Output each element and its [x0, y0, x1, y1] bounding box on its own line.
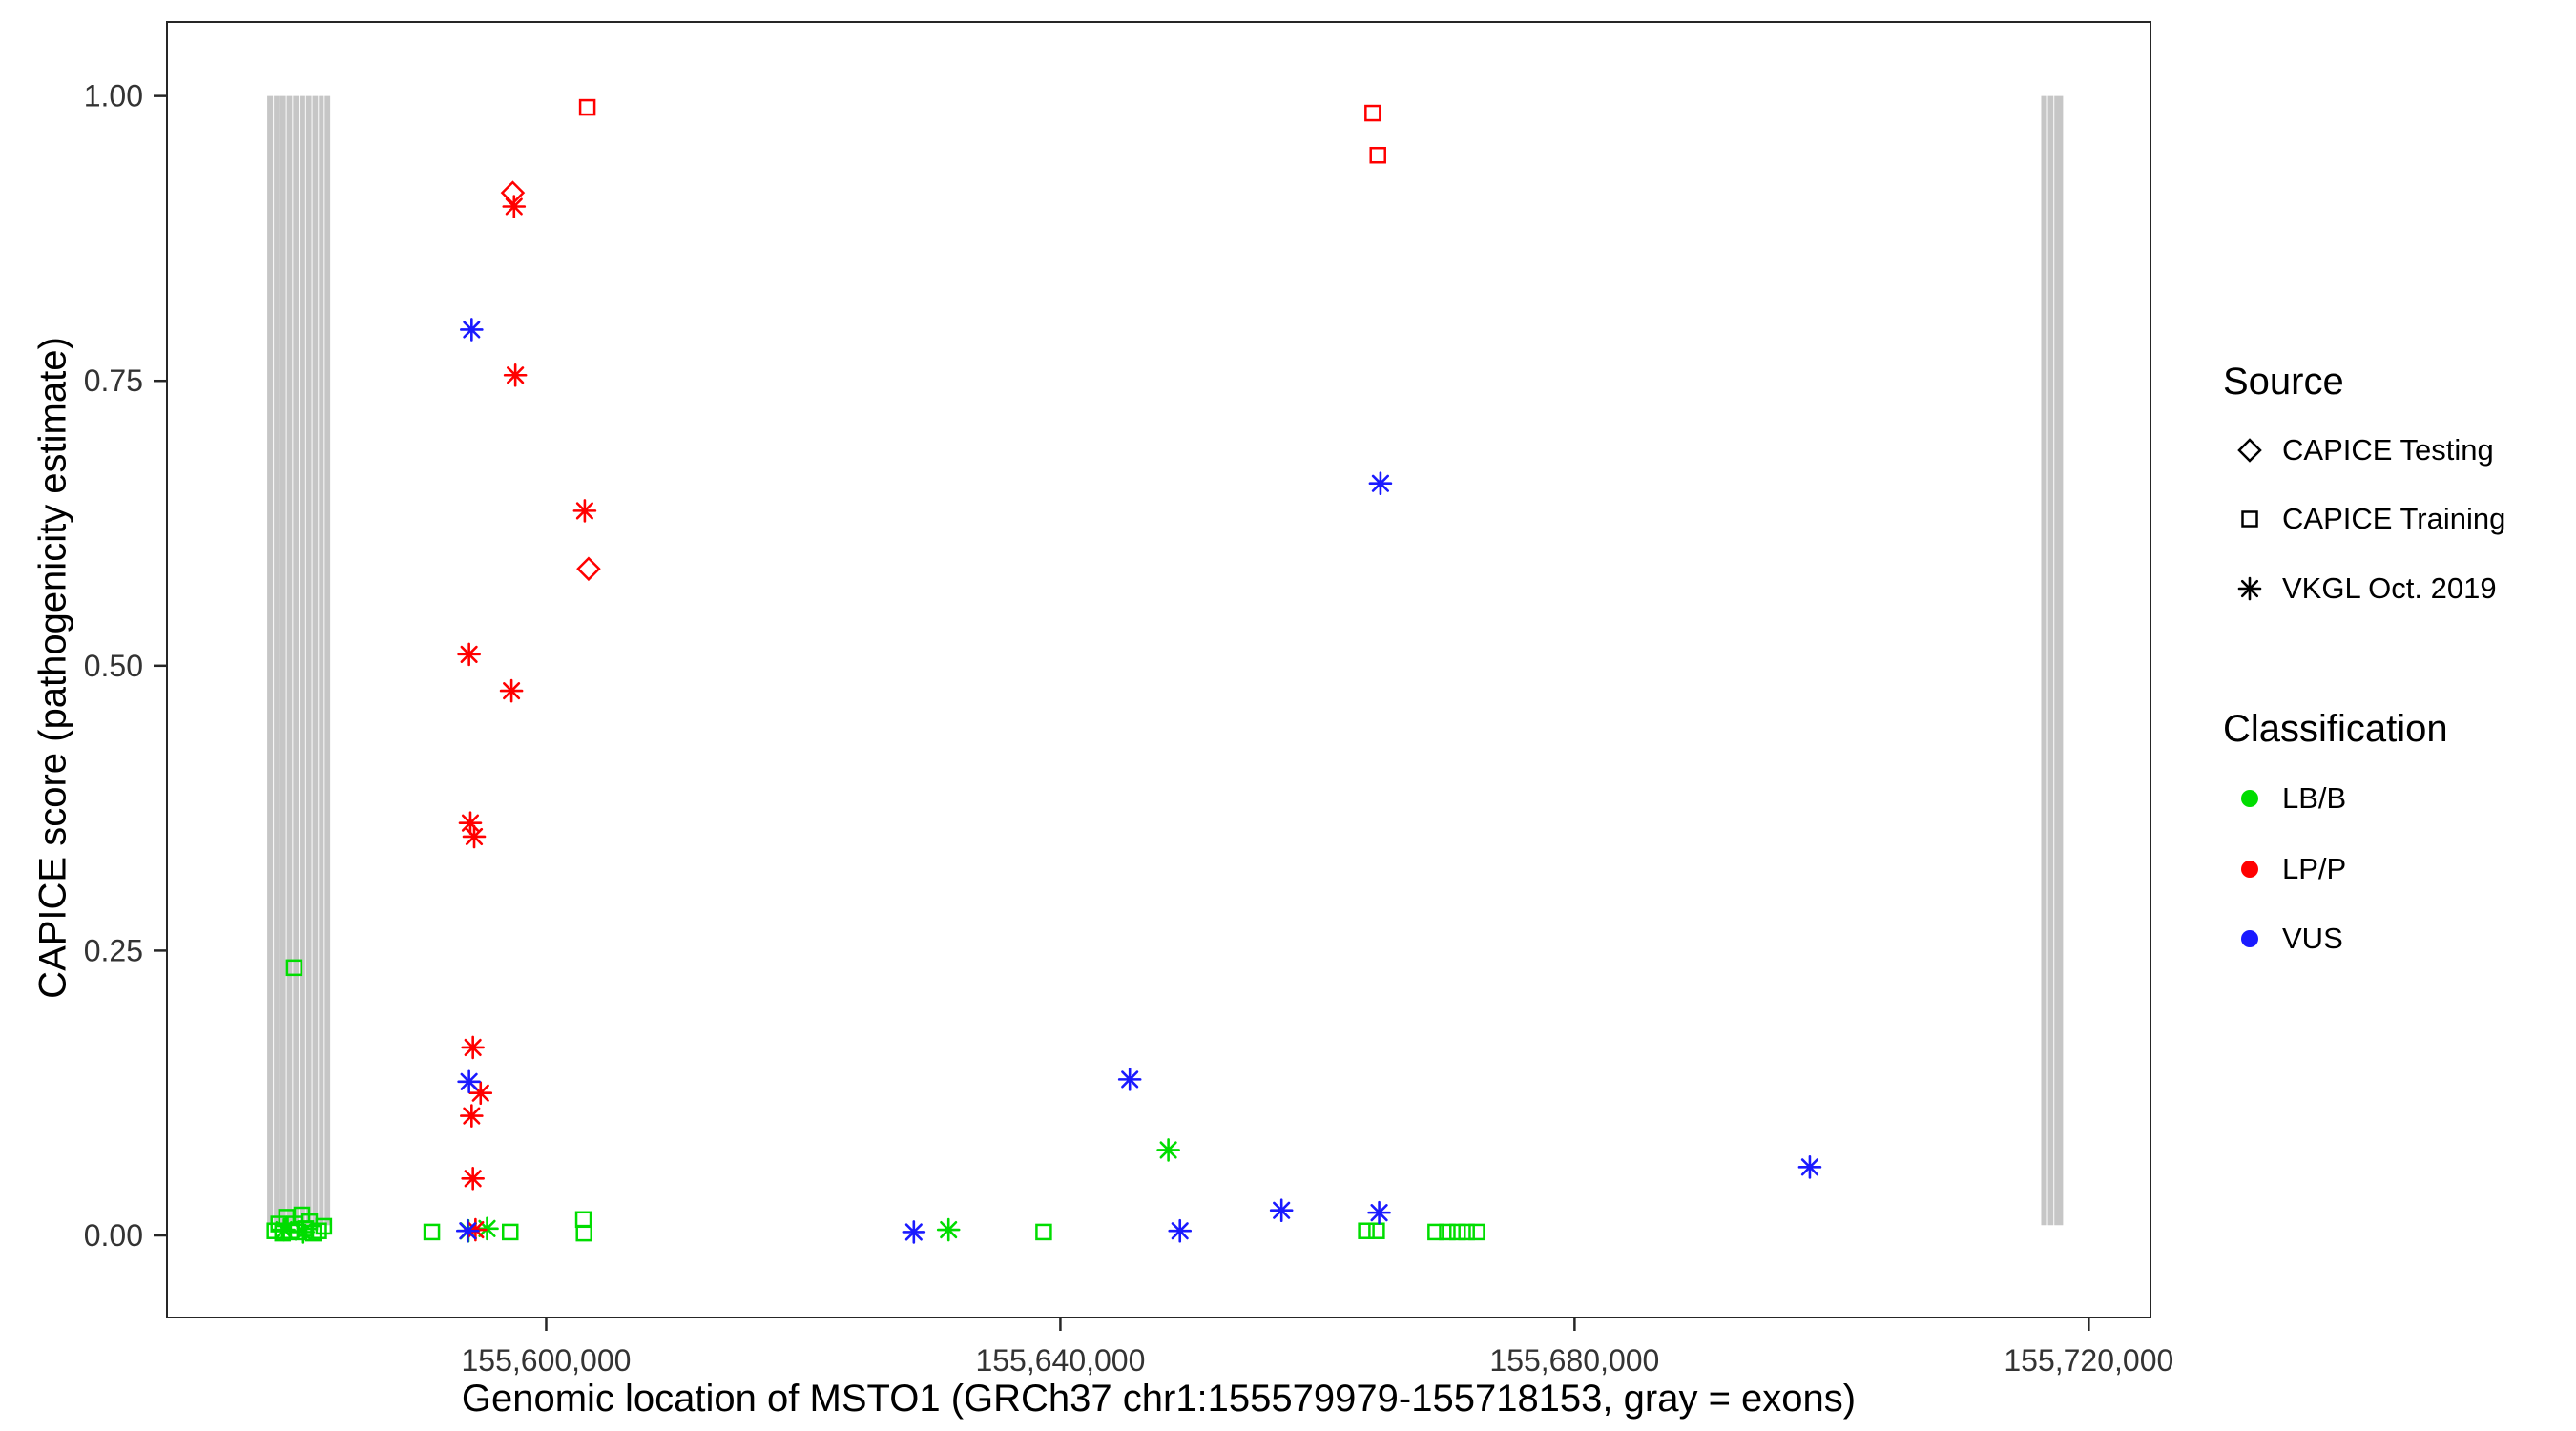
data-point-square: [1369, 146, 1386, 164]
data-point-asterisk: [475, 1216, 499, 1241]
data-point-asterisk: [458, 811, 483, 835]
data-point-asterisk: [1269, 1198, 1294, 1223]
data-point-asterisk: [457, 642, 481, 667]
legend-item-capice-testing: CAPICE Testing: [2229, 426, 2494, 474]
data-point-square: [285, 959, 303, 977]
y-tick-label: 0.50: [84, 649, 143, 683]
blue-dot-icon: [2229, 918, 2271, 960]
data-point-square: [501, 1223, 519, 1241]
data-point-asterisk: [502, 195, 527, 218]
data-point-square: [315, 1217, 333, 1235]
data-point-asterisk: [1117, 1068, 1142, 1091]
legend-item-vkgl: VKGL Oct. 2019: [2229, 565, 2497, 612]
data-point-asterisk: [462, 824, 487, 849]
data-point-asterisk: [1368, 471, 1393, 496]
legend-item-label: CAPICE Training: [2282, 502, 2506, 535]
legend-item-lbb: LB/B: [2229, 775, 2346, 822]
legend-item-lpp: LP/P: [2229, 845, 2346, 893]
data-point-square: [1364, 104, 1381, 122]
legend-item-capice-training: CAPICE Training: [2229, 495, 2505, 543]
data-point-diamond: [500, 180, 526, 205]
square-marker-icon: [2229, 498, 2271, 540]
exon-bar: [312, 95, 319, 1226]
legend-item-label: CAPICE Testing: [2282, 433, 2494, 467]
y-axis-title: CAPICE score (pathogenicity estimate): [31, 337, 74, 999]
x-tick-label: 155,640,000: [975, 1343, 1145, 1378]
data-point-square: [423, 1223, 441, 1241]
x-tick-label: 155,680,000: [1489, 1343, 1659, 1378]
exon-bar: [319, 95, 324, 1226]
data-point-asterisk: [460, 318, 484, 342]
exon-bar: [324, 95, 331, 1226]
legend-item-label: VKGL Oct. 2019: [2282, 571, 2497, 605]
data-point-square: [1358, 1222, 1375, 1239]
exon-bar: [280, 95, 286, 1226]
exon-bar: [2054, 95, 2064, 1226]
exon-bar: [300, 95, 305, 1226]
data-point-asterisk: [1156, 1138, 1180, 1162]
exon-bar: [305, 95, 312, 1226]
data-point-square: [575, 1224, 592, 1242]
legend-item-label: LP/P: [2282, 852, 2347, 885]
data-point-asterisk: [936, 1217, 961, 1242]
legend-item-vus: VUS: [2229, 915, 2343, 963]
data-point-asterisk: [902, 1220, 926, 1244]
legend-item-label: VUS: [2282, 922, 2343, 955]
data-point-asterisk: [455, 1218, 480, 1243]
data-point-square: [578, 98, 596, 116]
data-point-asterisk: [460, 1104, 484, 1128]
x-tick-label: 155,600,000: [461, 1343, 631, 1378]
data-point-asterisk: [1797, 1155, 1822, 1179]
y-tick-label: 0.25: [84, 933, 143, 967]
data-point-square: [1035, 1223, 1052, 1241]
exon-bar: [267, 95, 274, 1226]
y-tick-label: 0.75: [84, 363, 143, 398]
data-point-asterisk: [291, 1220, 316, 1244]
data-point-square: [1368, 1222, 1385, 1239]
legend-classification-title: Classification: [2223, 708, 2448, 750]
exon-bar: [2041, 95, 2047, 1226]
data-point-asterisk: [457, 1069, 481, 1094]
green-dot-icon: [2229, 778, 2271, 819]
diamond-marker-icon: [2229, 429, 2271, 471]
data-point-asterisk: [468, 1081, 493, 1106]
data-point-asterisk: [461, 1035, 485, 1060]
data-point-square: [1439, 1223, 1456, 1241]
y-tick-label: 1.00: [84, 79, 143, 114]
exon-bar: [2047, 95, 2054, 1226]
data-point-asterisk: [1367, 1200, 1391, 1225]
legend-item-label: LB/B: [2282, 781, 2347, 815]
data-point-square: [1468, 1223, 1485, 1241]
data-point-asterisk: [503, 363, 528, 387]
data-point-square: [1427, 1223, 1444, 1241]
data-point-diamond: [576, 556, 601, 582]
exon-bar: [274, 95, 280, 1226]
data-point-asterisk: [461, 1166, 485, 1191]
data-point-square: [574, 1211, 592, 1229]
exon-bar: [286, 95, 293, 1226]
x-tick-label: 155,720,000: [2004, 1343, 2173, 1378]
data-point-asterisk: [1168, 1218, 1193, 1243]
data-point-square: [1458, 1223, 1475, 1241]
legend-source-title: Source: [2223, 361, 2344, 403]
x-axis-title: Genomic location of MSTO1 (GRCh37 chr1:1…: [461, 1378, 1857, 1420]
data-point-square: [1449, 1223, 1466, 1241]
panel-border: [166, 21, 2151, 1318]
data-point-asterisk: [572, 499, 597, 523]
y-tick-label: 0.00: [84, 1218, 143, 1253]
data-point-asterisk: [499, 678, 524, 703]
exon-bar: [293, 95, 300, 1226]
red-dot-icon: [2229, 848, 2271, 890]
data-point-asterisk: [272, 1217, 296, 1242]
asterisk-marker-icon: [2229, 568, 2271, 610]
